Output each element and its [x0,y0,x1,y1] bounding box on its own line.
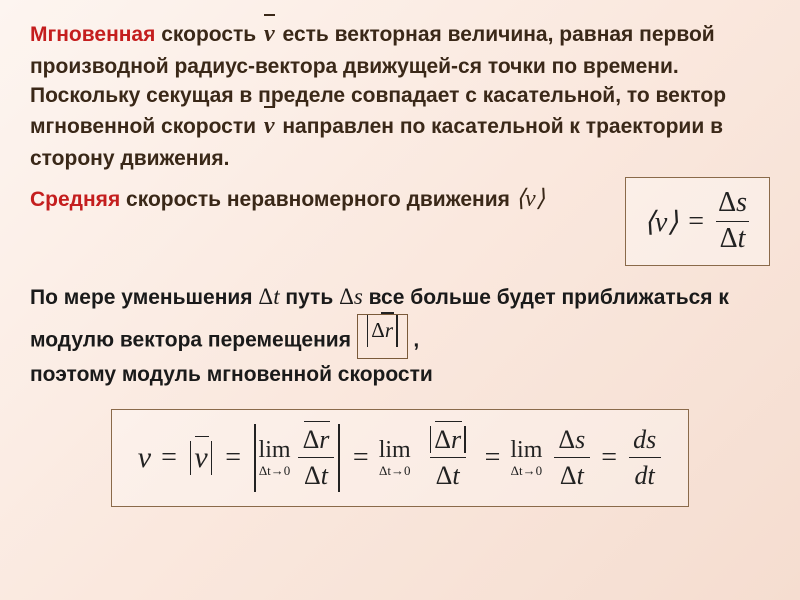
symbol-dt: Δt [258,284,279,309]
symbol-avg-v-inline: ⟨v⟩ [516,186,545,212]
paragraph-average-velocity: Средняя скорость неравномерного движения… [30,183,607,217]
bf-abs-lim1: lim Δt→0 Δr Δt [251,424,343,492]
bf-v: v [138,441,151,475]
bf-eq4: = [485,442,501,474]
p3-comma: , [408,329,420,352]
p3-t4: поэтому модуль мгновенной скорости [30,363,433,386]
p3-t1: По мере уменьшения [30,286,258,309]
bf-eq3: = [353,442,369,474]
bf-frac1: Δr Δt [297,426,336,490]
bf-lim1: lim Δt→0 [259,438,291,477]
p3-t2: путь [280,286,339,309]
formula-avg-lhs: ⟨v⟩ [644,205,678,239]
paragraph-limit-explanation: По мере уменьшения Δt путь Δs все больше… [30,280,770,391]
bf-frac3: Δs Δt [552,426,591,490]
bf-lim3: lim Δt→0 [510,438,542,477]
p1-text1: скорость [155,23,262,46]
term-average: Средняя [30,188,120,211]
row-average-velocity: Средняя скорость неравномерного движения… [30,183,770,266]
bf-frac2: Δr Δt [421,426,475,490]
symbol-v-vector-2: v [262,110,277,144]
formula-instant-velocity-limit: v = v = lim Δt→0 Δr Δt = lim Δt→0 Δr Δt … [111,409,689,507]
bf-eq5: = [601,442,617,474]
symbol-v-vector-1: v [262,18,277,52]
formula-average-velocity: ⟨v⟩ = Δs Δt [625,177,770,266]
term-instant: Мгновенная [30,23,155,46]
bf-eq2: = [225,442,241,474]
formula-avg-frac: Δs Δt [714,188,751,255]
bf-frac4: ds dt [627,426,662,490]
symbol-dr-boxed: Δr [357,314,408,359]
formula-avg-eq: = [688,206,704,238]
symbol-ds: Δs [339,284,363,309]
p2-text1: скорость неравномерного движения [120,188,515,211]
bf-eq1: = [161,442,177,474]
bf-lim2: lim Δt→0 [379,438,411,477]
paragraph-instant-velocity: Мгновенная скорость v есть векторная вел… [30,18,770,173]
bf-abs-vbar: v [187,441,215,475]
